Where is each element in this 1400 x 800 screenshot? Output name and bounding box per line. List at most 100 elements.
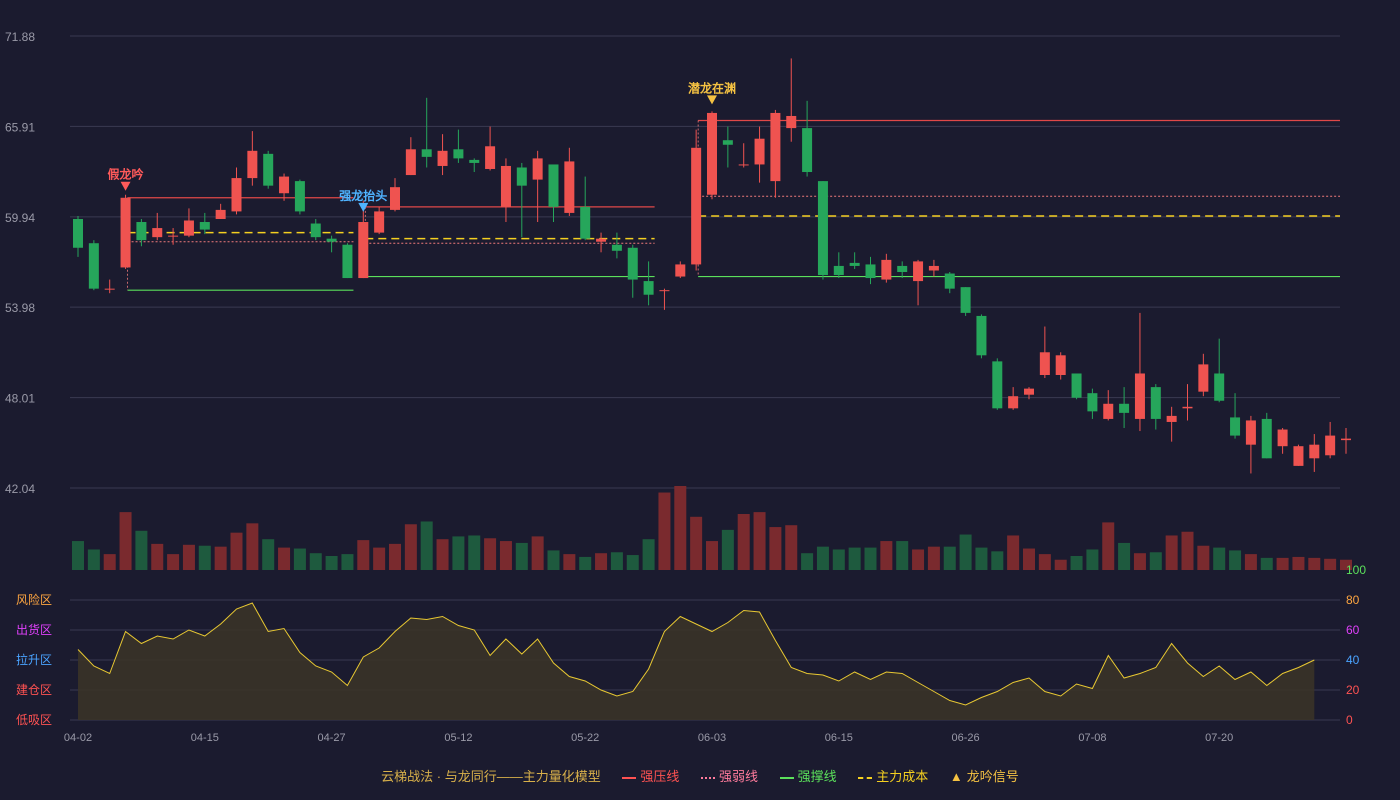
volume-bar — [1118, 542, 1131, 570]
candle-body — [944, 273, 955, 289]
volume-bar — [1007, 535, 1020, 570]
volume-bar — [1197, 545, 1210, 570]
volume-bar — [325, 556, 338, 570]
candle-body — [1214, 373, 1225, 401]
legend-label: 强压线 — [640, 769, 680, 784]
volume-bar — [801, 553, 814, 570]
chart-legend: 云梯战法 · 与龙同行——主力量化模型 强压线 强弱线 强撑线 主力成本 ▲ 龙吟… — [0, 766, 1400, 785]
legend-label: 主力成本 — [876, 769, 929, 784]
volume-bar — [658, 492, 671, 570]
candle-body — [88, 243, 99, 289]
candle-body — [294, 181, 305, 212]
candle-body — [928, 265, 939, 271]
volume-bar — [389, 543, 401, 570]
volume-bar — [246, 523, 259, 570]
zone-label: 风险区 — [16, 592, 52, 607]
candle-body — [453, 149, 464, 159]
volume-bar — [816, 546, 829, 570]
volume-bar — [499, 541, 512, 570]
legend-item-dragon-signal[interactable]: ▲ 龙吟信号 — [950, 766, 1019, 785]
candle-body — [596, 238, 607, 242]
legend-label: 强撑线 — [797, 769, 837, 784]
candle-body — [786, 115, 797, 129]
volume-bar — [1292, 556, 1305, 570]
legend-label: 强弱线 — [719, 769, 759, 784]
volume-bar — [943, 546, 956, 570]
candle-body — [199, 222, 210, 230]
signal-arrow-icon — [120, 181, 131, 191]
candle-body — [183, 220, 194, 236]
volume-bar — [420, 521, 433, 570]
candle-body — [754, 138, 765, 165]
candle-body — [897, 265, 908, 272]
zone-label: 建仓区 — [16, 683, 52, 697]
volume-bar — [1070, 556, 1083, 570]
volume-bar — [690, 516, 703, 570]
price-tick-label: 42.04 — [5, 482, 35, 496]
legend-label: 龙吟信号 — [966, 769, 1019, 784]
legend-item-strong-pressure[interactable]: 强压线 — [622, 766, 679, 785]
volume-bar — [896, 541, 909, 570]
candle-body — [279, 176, 290, 194]
volume-bar — [357, 540, 370, 570]
volume-bar — [404, 524, 417, 570]
candle-body — [564, 161, 575, 213]
signal-label: 假龙吟 — [108, 167, 144, 182]
oscillator-tick-label: 60 — [1346, 623, 1360, 637]
candle-body — [1008, 396, 1019, 409]
candle-body — [611, 244, 622, 251]
volume-bar — [119, 512, 132, 570]
candle-body — [437, 150, 448, 166]
volume-bar — [1086, 549, 1099, 570]
volume-bar — [151, 543, 164, 570]
volume-bar — [595, 553, 608, 570]
candle-body — [1277, 429, 1288, 447]
candle-body — [231, 178, 242, 212]
volume-bar — [309, 553, 322, 570]
volume-bar — [785, 525, 798, 570]
x-tick-label: 05-22 — [571, 732, 599, 744]
legend-item-strong-support[interactable]: 强撑线 — [779, 766, 837, 785]
volume-bar — [1213, 547, 1226, 570]
candle-body — [992, 361, 1003, 409]
oscillator-tick-label: 20 — [1346, 683, 1360, 697]
volume-bar — [626, 555, 639, 570]
x-tick-label: 07-20 — [1205, 732, 1233, 744]
x-tick-label: 06-15 — [825, 732, 853, 744]
candle-body — [1103, 403, 1114, 419]
volume-bar — [484, 538, 497, 570]
signal-arrow-icon — [707, 95, 717, 105]
legend-item-main-cost[interactable]: 主力成本 — [858, 766, 928, 785]
legend-swatch-strong-pressure — [622, 776, 637, 779]
candle-body — [881, 259, 892, 280]
candle-body — [770, 112, 781, 182]
volume-bar — [1260, 557, 1273, 570]
candle-body — [310, 223, 321, 238]
legend-item-weak-line[interactable]: 强弱线 — [701, 766, 758, 785]
volume-bar — [1054, 559, 1067, 570]
oscillator-tick-label: 80 — [1346, 593, 1360, 607]
candle-body — [1039, 352, 1050, 375]
signal-arrow-icon — [358, 202, 369, 212]
candle-body — [1325, 435, 1336, 456]
zone-label: 拉升区 — [16, 652, 52, 667]
volume-bar — [864, 547, 877, 570]
candle-body — [833, 265, 844, 276]
volume-bar — [737, 514, 750, 570]
candle-body — [659, 290, 670, 292]
candle-body — [136, 222, 147, 241]
candle-body — [152, 228, 163, 238]
price-tick-label: 71.88 — [5, 30, 35, 44]
volume-bar — [72, 541, 84, 570]
candle-body — [405, 149, 416, 176]
oscillator-tick-label: 0 — [1346, 713, 1353, 727]
volume-bar — [912, 549, 925, 570]
x-tick-label: 04-27 — [318, 732, 346, 744]
volume-bar — [373, 547, 386, 570]
candle-body — [215, 209, 226, 219]
candle-body — [358, 222, 369, 279]
candle-body — [1182, 406, 1193, 409]
volume-bar — [848, 547, 861, 570]
volume-bar — [579, 556, 592, 570]
x-tick-label: 06-26 — [952, 732, 980, 744]
